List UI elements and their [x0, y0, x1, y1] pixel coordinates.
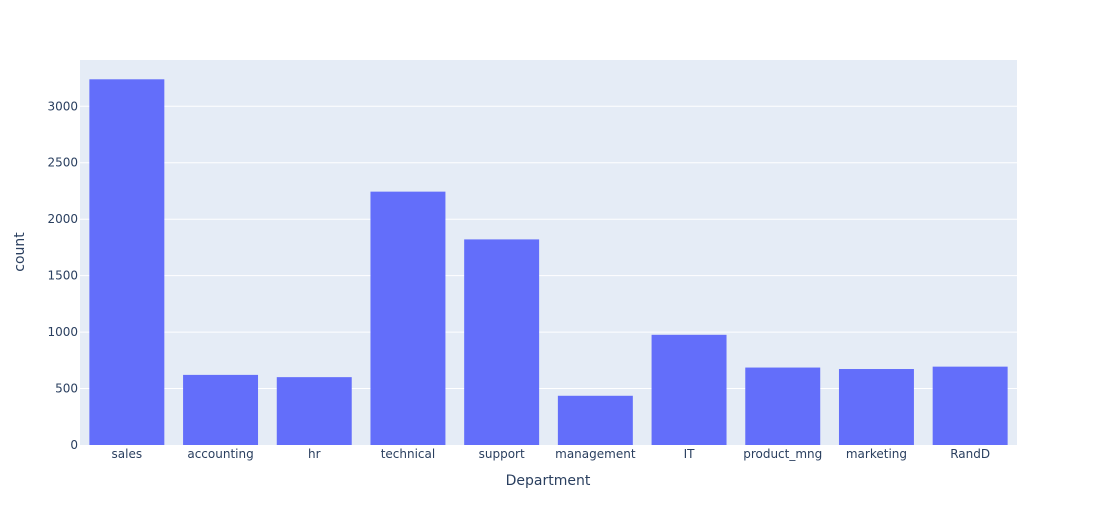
y-axis-ticks: 0 500 1000 1500 2000 2500 3000: [47, 99, 78, 452]
y-tick-label: 3000: [47, 99, 78, 113]
y-tick-label: 2000: [47, 212, 78, 226]
x-tick-label: sales: [112, 447, 143, 461]
bar-product_mng[interactable]: [745, 367, 821, 445]
x-tick-label: IT: [684, 447, 696, 461]
y-tick-label: 2500: [47, 156, 78, 170]
x-axis-title: Department: [506, 473, 591, 489]
bar-IT[interactable]: [651, 334, 727, 445]
x-tick-label: product_mng: [743, 447, 822, 461]
bar-RandD[interactable]: [932, 366, 1008, 445]
bar-marketing[interactable]: [838, 369, 914, 445]
y-tick-label: 1000: [47, 325, 78, 339]
x-tick-label: RandD: [950, 447, 990, 461]
x-axis-ticks: sales accounting hr technical support managem…: [112, 447, 991, 461]
x-tick-label: marketing: [846, 447, 907, 461]
x-tick-label: support: [479, 447, 525, 461]
x-tick-label: hr: [308, 447, 321, 461]
bar-management[interactable]: [557, 395, 633, 445]
bar-support[interactable]: [464, 239, 540, 445]
y-tick-label: 500: [55, 382, 78, 396]
y-tick-label: 0: [70, 438, 78, 452]
y-tick-label: 1500: [47, 269, 78, 283]
x-tick-label: technical: [381, 447, 436, 461]
y-axis-title: count: [12, 232, 28, 272]
bar-accounting[interactable]: [183, 374, 259, 445]
bars: [89, 79, 1008, 445]
x-tick-label: accounting: [187, 447, 253, 461]
bar-technical[interactable]: [370, 191, 446, 445]
x-tick-label: management: [555, 447, 636, 461]
bar-hr[interactable]: [276, 377, 352, 445]
bar-sales[interactable]: [89, 79, 165, 445]
